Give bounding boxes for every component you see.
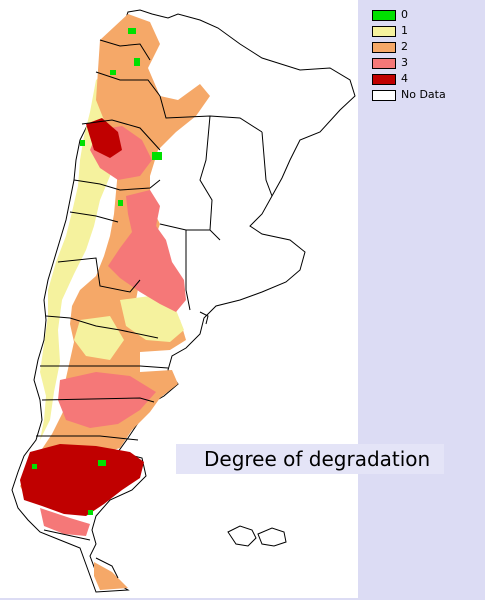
class-4-region-patagonia — [20, 444, 144, 516]
legend-label-0: 0 — [401, 8, 408, 21]
argentina-degradation-map — [11, 9, 356, 593]
legend-item-4: 4 — [372, 71, 446, 87]
class-2-region-tip — [94, 562, 128, 590]
class-1-patch-pampa — [74, 316, 124, 360]
map-title: Degree of degradation — [204, 447, 431, 471]
legend-swatch-3 — [372, 57, 396, 69]
legend-item-no-data: No Data — [372, 87, 446, 103]
legend-label-no-data: No Data — [401, 88, 446, 101]
legend-item-2: 2 — [372, 39, 446, 55]
map-panel: Degree of degradation — [0, 0, 431, 598]
class-3-region-patagonia-fringe — [40, 508, 90, 536]
legend-swatch-no-data — [372, 89, 396, 101]
province-borders — [36, 39, 273, 579]
legend-label-3: 3 — [401, 56, 408, 69]
class-0-patches — [32, 28, 162, 515]
legend-label-1: 1 — [401, 24, 408, 37]
legend-swatch-1 — [372, 25, 396, 37]
legend: 0 1 2 3 4 No Data — [372, 7, 446, 103]
coast-point — [199, 311, 209, 325]
legend-item-0: 0 — [372, 7, 446, 23]
class-4-region-north — [86, 118, 122, 158]
legend-swatch-0 — [372, 9, 396, 21]
legend-item-3: 3 — [372, 55, 446, 71]
legend-swatch-4 — [372, 73, 396, 85]
title-box: Degree of degradation — [176, 444, 444, 474]
legend-swatch-2 — [372, 41, 396, 53]
islands — [227, 525, 287, 547]
legend-label-4: 4 — [401, 72, 408, 85]
legend-item-1: 1 — [372, 23, 446, 39]
legend-label-2: 2 — [401, 40, 408, 53]
class-3-region-east — [108, 190, 186, 312]
class-3-region-south — [58, 372, 156, 428]
